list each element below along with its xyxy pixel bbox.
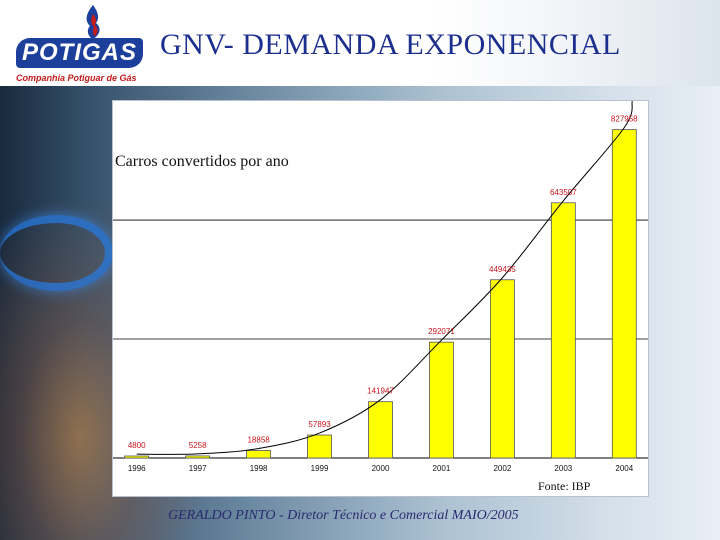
chart-bars	[124, 129, 637, 459]
value-label-2000: 141947	[367, 387, 394, 396]
value-label-2004: 827958	[611, 115, 638, 124]
background-burner-ring	[0, 215, 113, 291]
x-tick-1998: 1998	[250, 464, 268, 473]
bar-1997	[185, 455, 211, 459]
bar-1996	[124, 455, 150, 459]
bar-1999	[307, 434, 332, 459]
bar-2001	[429, 341, 454, 459]
x-tick-2001: 2001	[433, 464, 451, 473]
potigas-logo: POTIGAS Companhia Potiguar de Gás	[6, 2, 156, 83]
page-title: GNV- DEMANDA EXPONENCIAL	[160, 28, 621, 61]
bar-2000	[368, 401, 393, 459]
value-label-2003: 643507	[550, 188, 577, 197]
x-tick-2003: 2003	[554, 464, 572, 473]
x-tick-2002: 2002	[493, 464, 511, 473]
x-tick-1996: 1996	[128, 464, 146, 473]
bar-chart: 4800 5258 18858 57893 141947 292071 449435 6435…	[113, 101, 648, 473]
value-label-1998: 18858	[247, 436, 270, 445]
chart-title: Carros convertidos por ano	[115, 153, 289, 170]
logo-subtitle: Companhia Potiguar de Gás	[16, 73, 137, 83]
slide-header: POTIGAS Companhia Potiguar de Gás GNV- D…	[0, 0, 720, 86]
value-label-1997: 5258	[189, 441, 207, 450]
x-tick-1997: 1997	[189, 464, 207, 473]
value-label-2001: 292071	[428, 327, 455, 336]
chart-trendline	[136, 101, 633, 455]
value-label-1999: 57893	[308, 420, 331, 429]
bar-2004	[611, 129, 637, 459]
value-label-1996: 4800	[128, 441, 146, 450]
x-tick-2000: 2000	[372, 464, 390, 473]
x-tick-1999: 1999	[311, 464, 329, 473]
value-label-2002: 449435	[489, 265, 516, 274]
x-tick-2004: 2004	[615, 464, 633, 473]
chart-source: Fonte: IBP	[538, 479, 591, 493]
chart-panel: 4800 5258 18858 57893 141947 292071 449435 6435…	[112, 100, 649, 497]
bar-1998	[246, 450, 272, 459]
trend-curve	[136, 101, 633, 455]
footer-credit: GERALDO PINTO - Diretor Técnico e Comerc…	[168, 508, 519, 523]
bar-2002	[489, 279, 515, 459]
logo-wordmark: POTIGAS	[16, 38, 144, 68]
chart-value-labels: 4800 5258 18858 57893 141947 292071 449435 6435…	[128, 115, 638, 450]
bar-2003	[550, 202, 576, 459]
flame-icon	[86, 5, 100, 39]
chart-x-tick-labels: 1996 1997 1998 1999 2000 2001 2002 2003 2004	[128, 464, 634, 473]
